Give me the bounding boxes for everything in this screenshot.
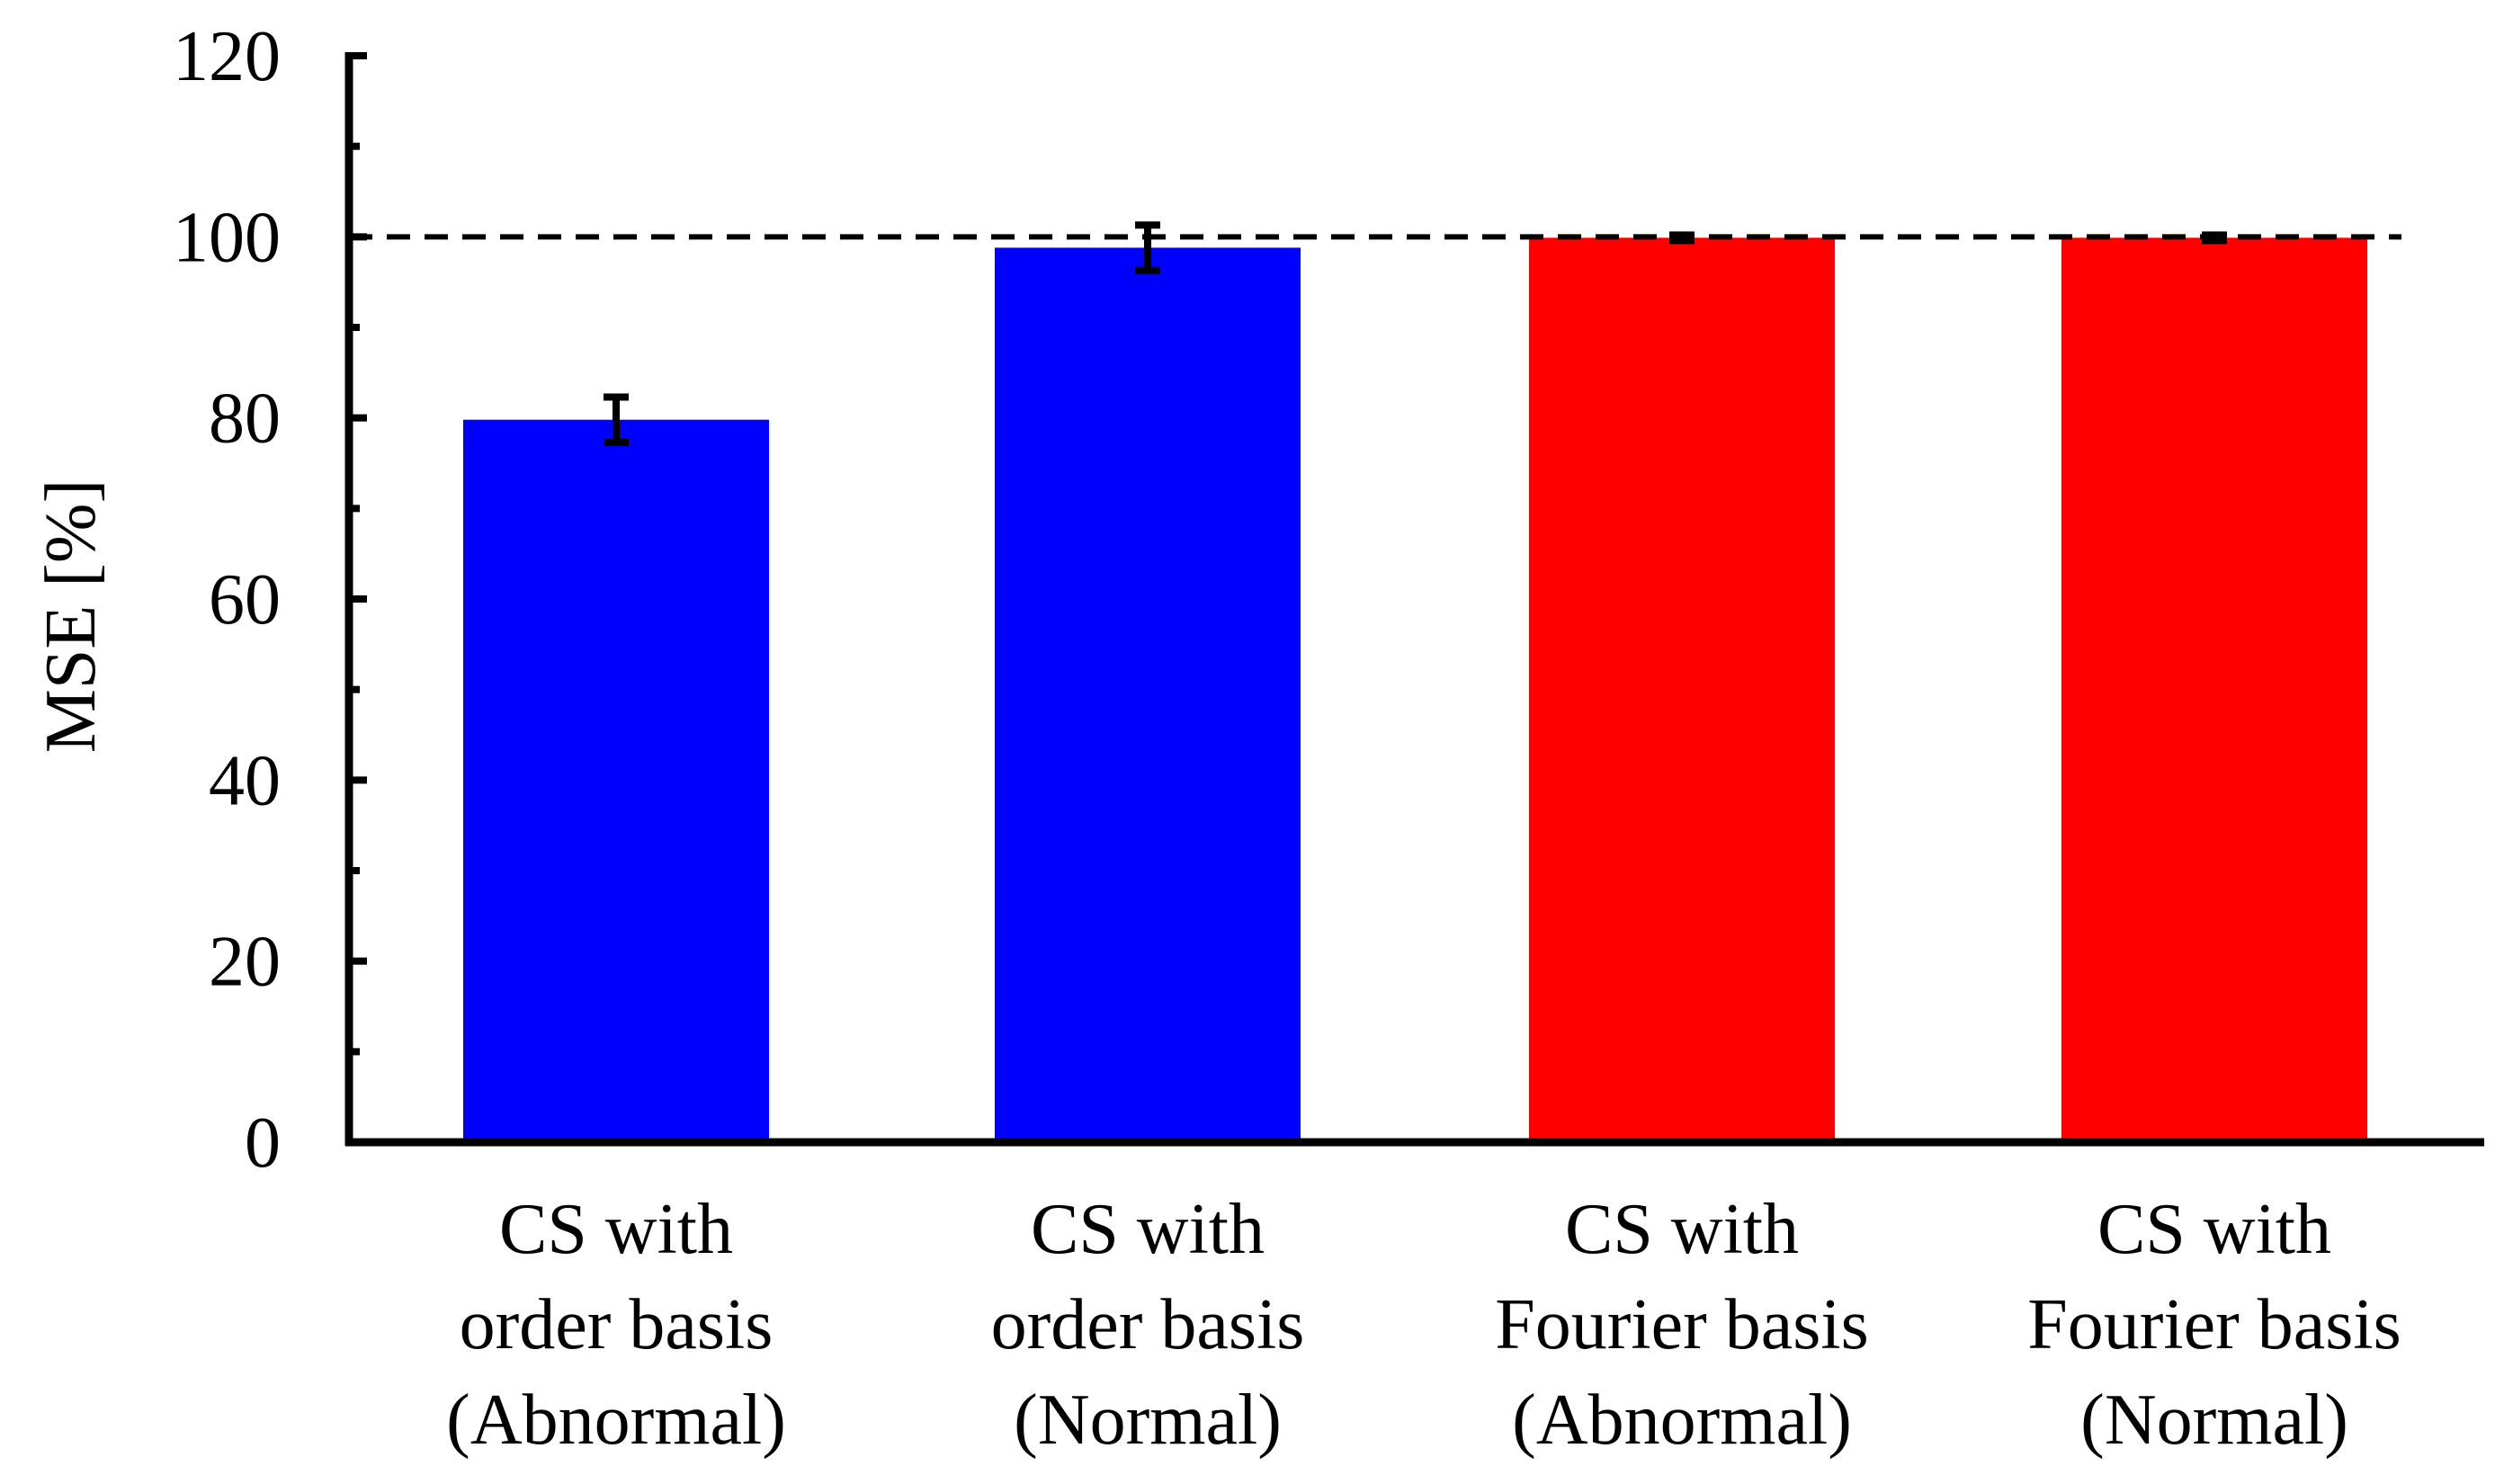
- category-label-line: order basis: [991, 1285, 1305, 1364]
- y-tick-label-20: 20: [209, 923, 281, 1002]
- category-label-line: (Abnormal): [446, 1381, 786, 1460]
- category-label-line: (Abnormal): [1512, 1381, 1852, 1460]
- category-label-1: CS with order basis (Abnormal): [446, 1190, 786, 1460]
- category-label-2: CS with order basis (Normal): [991, 1190, 1305, 1460]
- y-tick-label-40: 40: [209, 741, 281, 820]
- category-label-line: (Normal): [1014, 1381, 1282, 1460]
- category-label-line: CS with: [1565, 1190, 1799, 1269]
- category-label-line: CS with: [1031, 1190, 1265, 1269]
- category-label-4: CS with Fourier basis (Normal): [2027, 1190, 2401, 1460]
- category-label-line: order basis: [460, 1285, 774, 1364]
- bar-2: [995, 247, 1301, 1142]
- category-label-line: (Normal): [2080, 1381, 2348, 1460]
- category-label-line: CS with: [499, 1190, 733, 1269]
- y-tick-label-0: 0: [245, 1104, 281, 1183]
- y-tick-label-60: 60: [209, 560, 281, 639]
- category-label-line: Fourier basis: [1495, 1285, 1869, 1364]
- y-tick-label-120: 120: [173, 17, 281, 96]
- bar-4: [2061, 237, 2367, 1143]
- bar-1: [463, 419, 769, 1142]
- y-tick-label-80: 80: [209, 380, 281, 459]
- y-tick-label-100: 100: [173, 198, 281, 277]
- bar-3: [1529, 237, 1835, 1143]
- category-label-line: CS with: [2097, 1190, 2331, 1269]
- category-label-3: CS with Fourier basis (Abnormal): [1495, 1190, 1869, 1460]
- y-axis-title: MSE [%]: [31, 479, 111, 753]
- category-label-line: Fourier basis: [2027, 1285, 2401, 1364]
